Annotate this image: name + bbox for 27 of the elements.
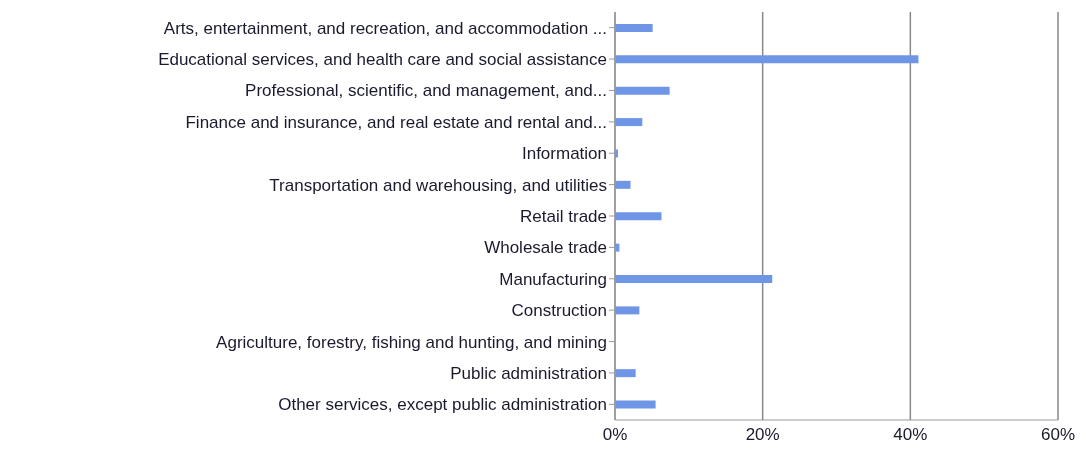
y-tick-label: Agriculture, forestry, fishing and hunting, and mining — [216, 332, 607, 352]
y-tick-label: Public administration — [450, 363, 607, 383]
y-tick-label: Manufacturing — [499, 269, 607, 289]
y-tick-label: Retail trade — [520, 207, 607, 227]
x-tick-label: 60% — [1040, 425, 1076, 445]
bar — [615, 23, 653, 32]
x-tick-label: 20% — [745, 425, 780, 445]
x-tick-label: 40% — [893, 425, 928, 445]
y-tick-label: Professional, scientific, and management, and... — [245, 81, 607, 101]
y-tick-label: Finance and insurance, and real estate and rental and... — [185, 112, 607, 132]
y-tick-label: Other services, except public administration — [278, 395, 607, 415]
y-tick-label: Wholesale trade — [484, 238, 607, 258]
y-tick-label: Transportation and warehousing, and utilities — [269, 175, 607, 195]
bar — [615, 400, 656, 409]
bar — [615, 180, 631, 189]
bar — [615, 86, 670, 95]
y-tick-label: Information — [521, 144, 607, 164]
bar — [615, 212, 662, 221]
bar — [615, 118, 643, 127]
y-tick-label: Educational services, and health care and social assistance — [158, 50, 607, 70]
bar — [615, 369, 636, 378]
bar — [615, 275, 773, 283]
x-tick-label: 0% — [602, 425, 628, 445]
y-tick-label: Arts, entertainment, and recreation, and accommodation ... — [163, 18, 607, 38]
bar — [615, 306, 640, 315]
y-tick-label: Construction — [511, 301, 607, 321]
bar — [615, 55, 919, 64]
